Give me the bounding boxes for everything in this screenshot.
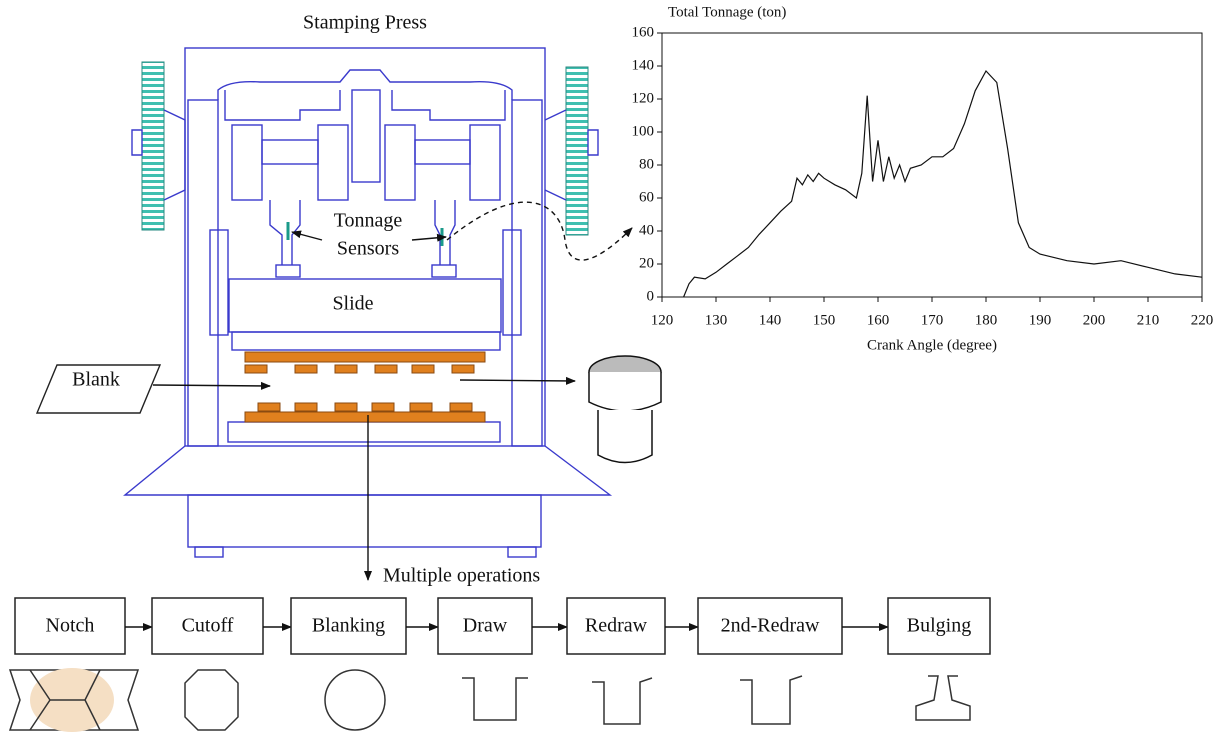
y-tick-label: 100 <box>632 123 655 139</box>
operations-label: Multiple operations <box>383 565 540 587</box>
operation-label: 2nd-Redraw <box>721 615 820 637</box>
operation-label: Notch <box>46 615 95 637</box>
operation-box <box>14 597 126 655</box>
y-tick-label: 40 <box>639 222 654 238</box>
y-axis-title: Total Tonnage (ton) <box>668 4 786 20</box>
y-tick-label: 160 <box>632 24 655 40</box>
y-tick-label: 140 <box>632 57 655 73</box>
operation-label: Cutoff <box>182 615 234 637</box>
x-tick-label: 220 <box>1191 312 1214 328</box>
x-tick-label: 180 <box>975 312 998 328</box>
operation-box <box>697 597 843 655</box>
x-tick-label: 170 <box>921 312 944 328</box>
x-tick-label: 130 <box>705 312 728 328</box>
y-tick-label: 20 <box>639 255 654 271</box>
tonnage-line <box>683 69 1203 298</box>
x-tick-label: 160 <box>867 312 890 328</box>
operation-label: Draw <box>463 615 508 637</box>
slide-label: Slide <box>332 293 373 315</box>
x-tick-label: 120 <box>651 312 674 328</box>
y-tick-label: 120 <box>632 90 655 106</box>
sensor-label: Sensors <box>337 238 399 260</box>
plot-frame <box>661 32 1203 298</box>
operations: Notch Cutoff Blanking Draw Redraw 2nd-Redraw B… <box>14 597 991 655</box>
x-axis-title: Crank Angle (degree) <box>867 337 997 353</box>
x-tick-label: 200 <box>1083 312 1106 328</box>
operation-box <box>290 597 407 655</box>
operation-box <box>566 597 666 655</box>
y-tick-label: 80 <box>639 156 654 172</box>
x-tick-label: 210 <box>1137 312 1160 328</box>
operation-label: Bulging <box>907 615 971 637</box>
x-tick-label: 190 <box>1029 312 1052 328</box>
y-tick-label: 0 <box>647 288 655 304</box>
x-tick-label: 150 <box>813 312 836 328</box>
x-tick-label: 140 <box>759 312 782 328</box>
sensor-label: Tonnage <box>334 210 403 232</box>
chart: Total Tonnage (ton) Crank Angle (degree) 0… <box>632 4 1214 353</box>
press-drawing <box>35 47 662 581</box>
operation-box <box>437 597 533 655</box>
blank-label: Blank <box>72 369 120 391</box>
operation-box <box>151 597 264 655</box>
y-tick-label: 60 <box>639 189 654 205</box>
operation-label: Redraw <box>585 615 648 637</box>
press-title: Stamping Press <box>303 12 427 34</box>
operation-label: Blanking <box>312 615 385 637</box>
operation-box <box>887 597 991 655</box>
part-shapes <box>8 668 971 732</box>
